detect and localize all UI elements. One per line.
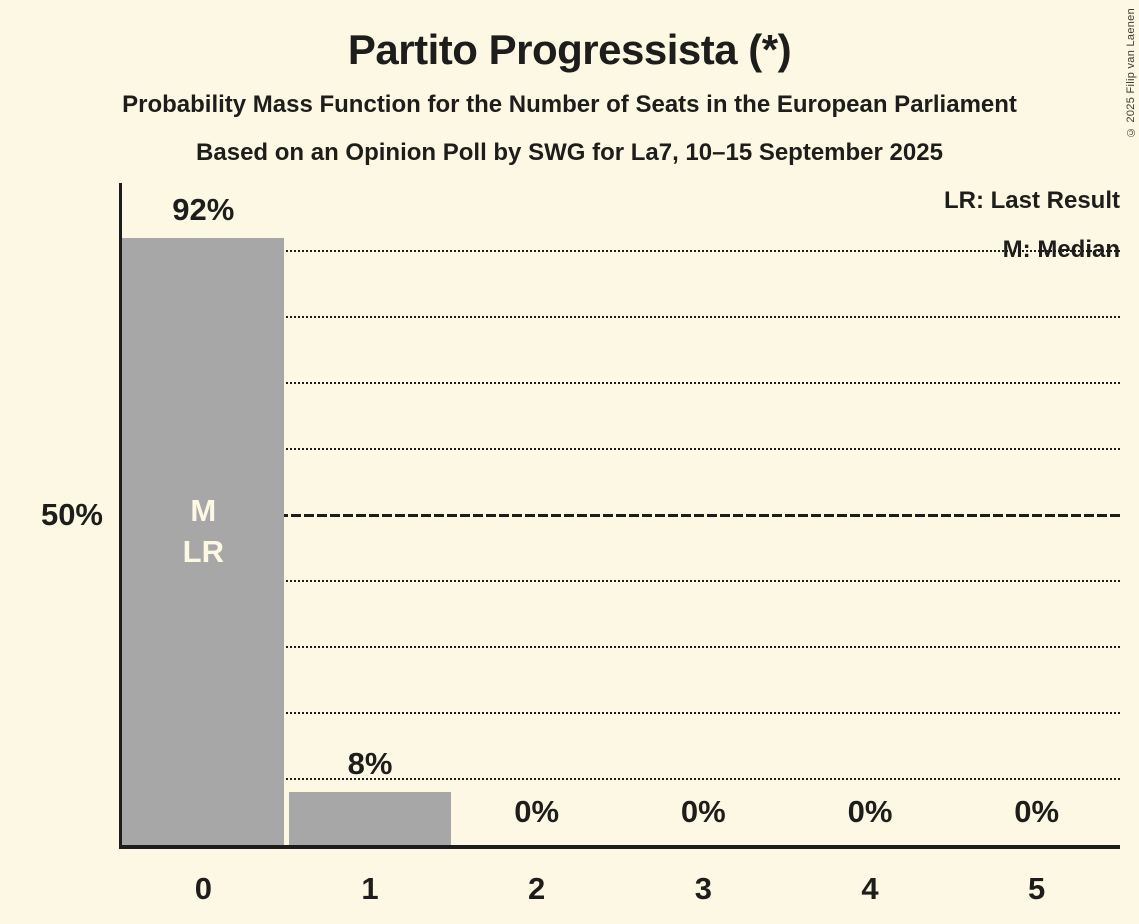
median-last-result-annotation: M LR <box>182 493 224 569</box>
page-title: Partito Progressista (*) <box>347 26 792 73</box>
bar-0-seats <box>122 237 285 845</box>
legend-median-label: M: Median <box>1002 236 1120 263</box>
y-axis-tick-label: 50% <box>40 497 103 532</box>
x-axis-tick-label-1: 1 <box>361 871 379 906</box>
x-axis-line <box>119 845 1120 849</box>
bar-value-label-0: 92% <box>172 191 235 227</box>
median-gridline-50pct <box>122 514 1120 517</box>
gridline-60pct <box>122 448 1120 450</box>
gridline-20pct <box>122 712 1120 714</box>
bar-value-label-2: 0% <box>514 794 560 829</box>
x-axis-tick-label-2: 2 <box>528 871 546 906</box>
x-axis-tick-label-4: 4 <box>861 871 879 906</box>
gridline-90pct <box>122 250 1120 252</box>
gridline-30pct <box>122 646 1120 648</box>
gridline-80pct <box>122 316 1120 318</box>
bar-value-label-3: 0% <box>680 794 726 829</box>
legend-last-result-label: LR: Last Result <box>943 187 1120 214</box>
x-axis-tick-label-3: 3 <box>694 871 712 906</box>
copyright-text: © 2025 Filip van Laenen <box>1125 8 1137 139</box>
gridline-10pct <box>122 778 1120 780</box>
x-axis-tick-label-5: 5 <box>1028 871 1046 906</box>
bar-1-seats <box>289 792 451 845</box>
poll-subtitle: Based on an Opinion Poll by SWG for La7,… <box>196 139 943 166</box>
bar-value-label-4: 0% <box>847 794 893 829</box>
y-axis-line <box>119 183 122 849</box>
gridline-40pct <box>122 580 1120 582</box>
chart-subtitle: Probability Mass Function for the Number… <box>122 91 1017 118</box>
bar-value-label-1: 8% <box>347 746 393 782</box>
bar-value-label-5: 0% <box>1014 794 1060 829</box>
gridline-70pct <box>122 382 1120 384</box>
x-axis-tick-label-0: 0 <box>194 871 212 906</box>
